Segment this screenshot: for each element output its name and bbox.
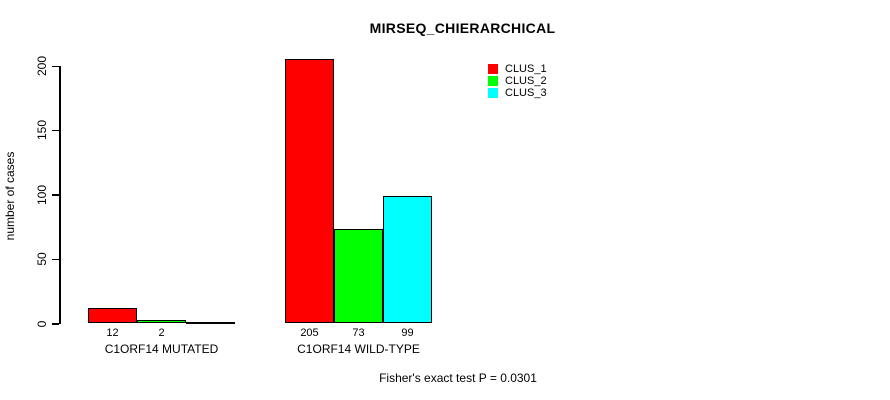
bar-value-label: 12 [106, 327, 119, 339]
footnote-text: Fisher's exact test P = 0.0301 [379, 371, 537, 385]
y-axis-line [59, 65, 61, 325]
legend-label: CLUS_1 [505, 63, 547, 75]
chart-title: MIRSEQ_CHIERARCHICAL [369, 20, 556, 36]
bar-clus-2-c1orf14-wild-type [334, 229, 383, 323]
legend-item-clus-2: CLUS_2 [488, 75, 547, 87]
y-axis-tick [52, 258, 59, 261]
legend-swatch-icon [488, 64, 498, 74]
bar-value-label: 205 [300, 327, 319, 339]
y-axis-label: number of cases [3, 151, 17, 241]
legend-item-clus-1: CLUS_1 [488, 63, 547, 75]
bar-value-label: 99 [401, 327, 414, 339]
bar-clus-1-c1orf14-mutated [88, 308, 137, 323]
y-axis-tick-label: 50 [35, 252, 49, 266]
y-axis-tick [52, 323, 59, 325]
x-axis-category-label: C1ORF14 WILD-TYPE [297, 342, 420, 356]
y-axis-tick [52, 194, 59, 196]
legend-item-clus-3: CLUS_3 [488, 87, 547, 99]
y-axis-tick-label: 100 [35, 184, 49, 205]
legend: CLUS_1 CLUS_2 CLUS_3 [488, 63, 547, 99]
bar-clus-3-c1orf14-mutated [186, 322, 235, 324]
x-axis-category-label: C1ORF14 MUTATED [104, 342, 219, 356]
bar-clus-3-c1orf14-wild-type [383, 196, 432, 323]
y-axis-tick-label: 200 [35, 56, 49, 77]
legend-swatch-icon [488, 88, 498, 98]
legend-label: CLUS_2 [505, 75, 547, 87]
y-axis-tick [52, 65, 59, 68]
y-axis-tick [52, 129, 59, 132]
y-axis-tick-label: 0 [35, 320, 49, 327]
legend-label: CLUS_3 [505, 87, 547, 99]
bar-value-label: 73 [352, 327, 365, 339]
bar-clus-1-c1orf14-wild-type [285, 59, 334, 323]
y-axis-tick-label: 150 [35, 120, 49, 141]
bar-clus-2-c1orf14-mutated [137, 320, 186, 323]
bar-value-label: 2 [158, 327, 165, 339]
legend-swatch-icon [488, 76, 498, 86]
